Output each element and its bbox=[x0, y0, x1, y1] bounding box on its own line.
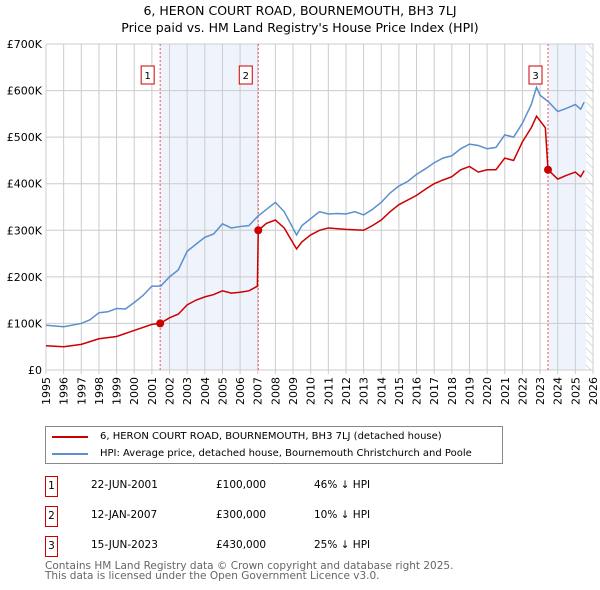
sale-point bbox=[544, 165, 553, 174]
sale-marker-label: 3 bbox=[532, 71, 538, 82]
sale-marker-badge bbox=[238, 65, 253, 85]
x-tick-label: 2006 bbox=[234, 377, 247, 405]
legend-swatch bbox=[52, 452, 88, 455]
x-tick-label: 1996 bbox=[58, 377, 71, 405]
y-tick-label: £400K bbox=[7, 178, 43, 191]
x-tick-label: 2003 bbox=[181, 377, 194, 405]
x-tick-label: 1995 bbox=[40, 377, 53, 405]
sale-date: 15-JUN-2023 bbox=[91, 539, 158, 551]
legend-label: HPI: Average price, detached house, Bour… bbox=[100, 448, 472, 459]
sale-price: £300,000 bbox=[216, 509, 267, 521]
chart-subtitle: Price paid vs. HM Land Registry's House … bbox=[121, 20, 479, 35]
series-line bbox=[45, 114, 585, 348]
x-tick-label: 2013 bbox=[358, 377, 371, 405]
x-tick-label: 1997 bbox=[75, 377, 88, 405]
x-tick-label: 2022 bbox=[516, 377, 529, 405]
sale-point bbox=[254, 226, 263, 235]
x-tick-label: 2000 bbox=[128, 377, 141, 405]
x-tick-label: 2017 bbox=[428, 377, 441, 405]
y-tick-label: £200K bbox=[7, 271, 43, 284]
series-line bbox=[45, 85, 585, 328]
sale-marker-label: 1 bbox=[144, 71, 150, 82]
sale-marker-badge bbox=[140, 65, 155, 85]
x-tick-label: 2011 bbox=[322, 377, 335, 405]
x-tick-label: 2005 bbox=[216, 377, 229, 405]
sale-marker-badge bbox=[528, 65, 543, 85]
x-tick-label: 2020 bbox=[481, 377, 494, 405]
plot-frame bbox=[45, 43, 594, 371]
sale-badge: 2 bbox=[45, 506, 58, 527]
sale-price: £430,000 bbox=[216, 539, 267, 551]
plot-area: 1995 1996 1997 1998 1999 2000 2001 2002 2003 2004… bbox=[7, 38, 600, 405]
x-tick-label: 2001 bbox=[146, 377, 159, 405]
x-tick-label: 2023 bbox=[534, 377, 547, 405]
footer: Contains HM Land Registry data © Crown c… bbox=[45, 560, 454, 582]
sale-badge: 1 bbox=[45, 476, 58, 497]
shaded-period bbox=[160, 44, 259, 370]
x-tick-label: 1999 bbox=[111, 377, 124, 405]
x-tick-label: 2018 bbox=[446, 377, 459, 405]
y-tick-label: £500K bbox=[7, 131, 43, 144]
chart-title: 6, HERON COURT ROAD, BOURNEMOUTH, BH3 7L… bbox=[143, 3, 457, 18]
x-tick-label: 2019 bbox=[463, 377, 476, 405]
shaded-period bbox=[548, 44, 586, 370]
x-tick-label: 2008 bbox=[269, 377, 282, 405]
footer-line: Contains HM Land Registry data © Crown c… bbox=[45, 560, 454, 572]
y-tick-label: £100K bbox=[7, 317, 43, 330]
forecast-hatch bbox=[585, 44, 593, 370]
x-tick-label: 2009 bbox=[287, 377, 300, 405]
sale-date: 12-JAN-2007 bbox=[91, 509, 158, 521]
x-tick-label: 2012 bbox=[340, 377, 353, 405]
x-tick-label: 1998 bbox=[93, 377, 106, 405]
x-tick-label: 2002 bbox=[164, 377, 177, 405]
x-tick-label: 2014 bbox=[375, 377, 388, 405]
y-tick-label: £0 bbox=[28, 364, 42, 377]
x-tick-label: 2007 bbox=[252, 377, 265, 405]
sale-hpi-diff: 10% ↓ HPI bbox=[314, 509, 371, 521]
x-tick-label: 2016 bbox=[411, 377, 424, 405]
legend-item-hpi: HPI: Average price, detached house, Bour… bbox=[52, 448, 472, 459]
x-tick-label: 2015 bbox=[393, 377, 406, 405]
x-tick-label: 2026 bbox=[587, 377, 600, 405]
x-tick-label: 2021 bbox=[499, 377, 512, 405]
sale-price: £100,000 bbox=[216, 479, 267, 491]
sale-marker-label: 2 bbox=[243, 71, 249, 82]
x-tick-label: 2025 bbox=[569, 377, 582, 405]
y-tick-label: £600K bbox=[7, 85, 43, 98]
footer-line: This data is licensed under the Open Gov… bbox=[45, 570, 380, 582]
x-tick-label: 2004 bbox=[199, 377, 212, 405]
y-tick-label: £300K bbox=[7, 224, 43, 237]
legend-swatch bbox=[52, 435, 88, 438]
sale-hpi-diff: 46% ↓ HPI bbox=[314, 479, 371, 491]
sale-date: 22-JUN-2001 bbox=[91, 479, 158, 491]
x-tick-label: 2010 bbox=[305, 377, 318, 405]
y-tick-label: £700K bbox=[7, 38, 43, 51]
legend: 6, HERON COURT ROAD, BOURNEMOUTH, BH3 7L… bbox=[45, 426, 503, 464]
x-tick-label: 2024 bbox=[552, 377, 565, 405]
sale-hpi-diff: 25% ↓ HPI bbox=[314, 539, 371, 551]
legend-label: 6, HERON COURT ROAD, BOURNEMOUTH, BH3 7L… bbox=[100, 431, 442, 442]
sale-point bbox=[156, 319, 165, 328]
sale-badge: 3 bbox=[45, 536, 58, 557]
legend-item-property: 6, HERON COURT ROAD, BOURNEMOUTH, BH3 7L… bbox=[52, 431, 442, 442]
